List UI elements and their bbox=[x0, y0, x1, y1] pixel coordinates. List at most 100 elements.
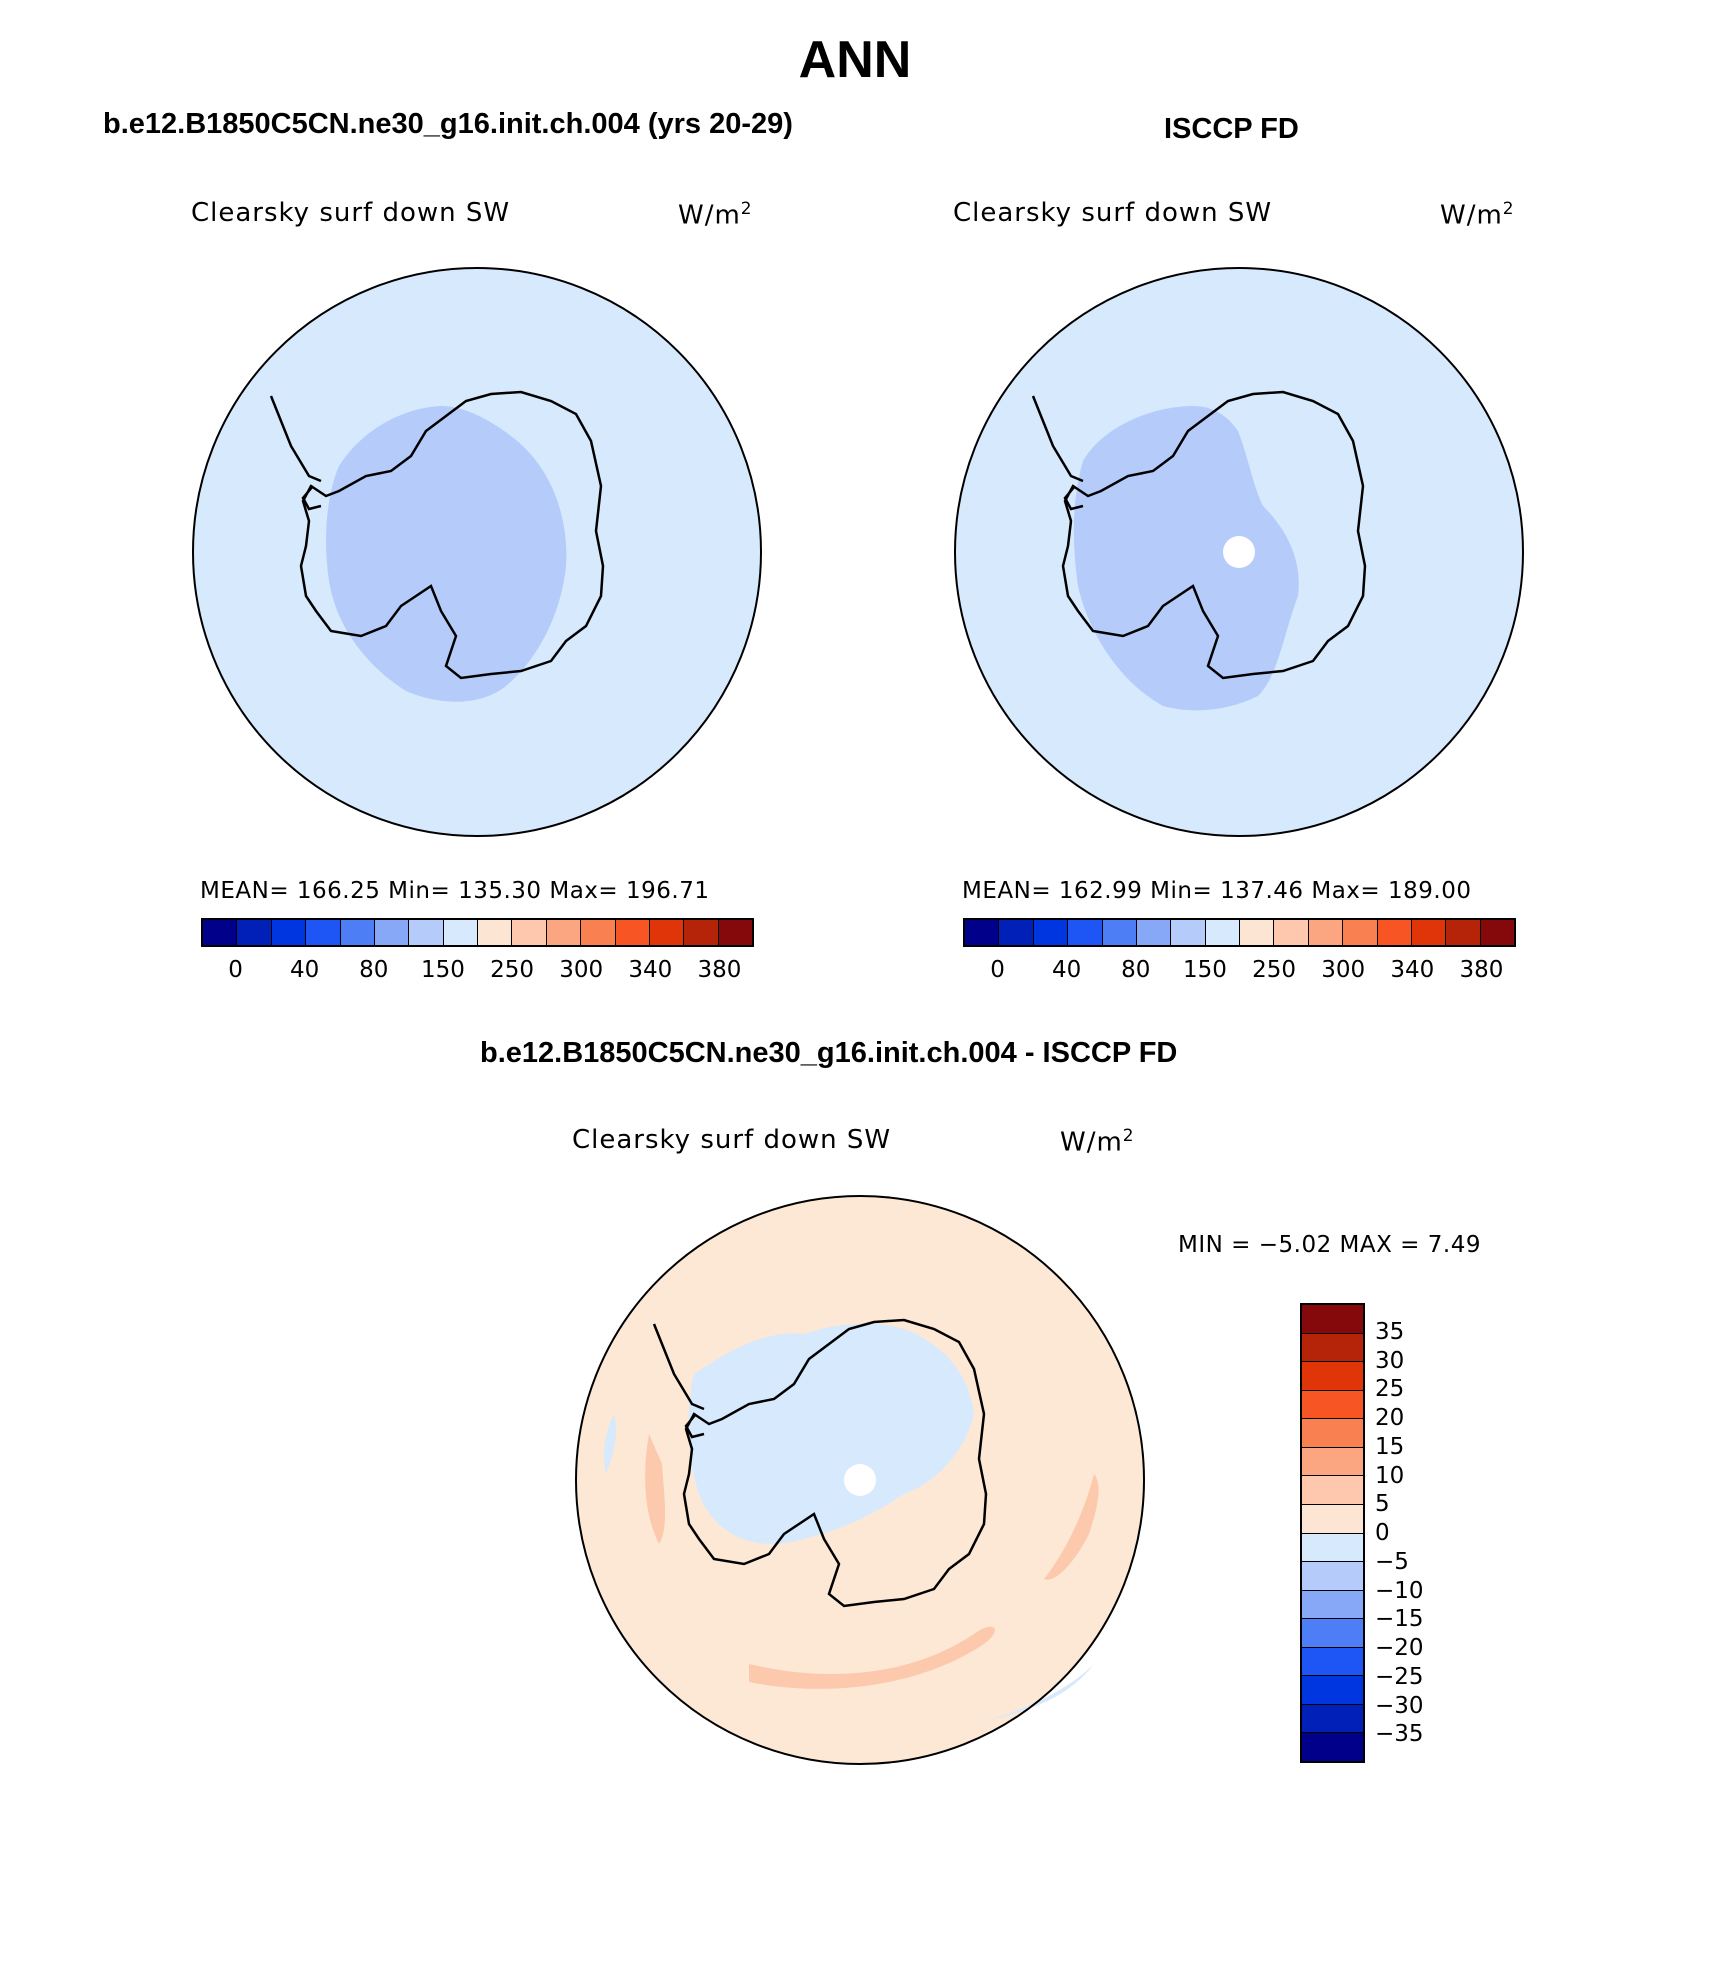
colorbar-tick-label: 250 bbox=[490, 957, 535, 983]
colorbar-box bbox=[1302, 1533, 1363, 1563]
colorbar-box bbox=[1302, 1704, 1363, 1734]
panel2-units: W/m2 bbox=[1440, 198, 1515, 231]
panel3-units: W/m2 bbox=[1060, 1125, 1135, 1158]
colorbar-box bbox=[965, 920, 1000, 945]
island-coastline bbox=[1063, 485, 1084, 511]
colorbar-box bbox=[478, 920, 513, 945]
colorbar-tick-label: 150 bbox=[420, 957, 465, 983]
colorbar-tick-label: 380 bbox=[1459, 957, 1504, 983]
colorbar-tick-label: −35 bbox=[1375, 1721, 1424, 1748]
colorbar-tick-label: −15 bbox=[1375, 1606, 1424, 1633]
colorbar-box bbox=[1302, 1504, 1363, 1534]
colorbar-box bbox=[649, 920, 685, 945]
panel2-heading: ISCCP FD bbox=[1164, 113, 1299, 145]
colorbar-box bbox=[1171, 920, 1206, 945]
map-boundary bbox=[192, 267, 762, 837]
colorbar-box bbox=[1136, 920, 1172, 945]
colorbar-box bbox=[1302, 1676, 1363, 1705]
panel1-colorbar bbox=[201, 918, 754, 947]
positive-diff-band bbox=[749, 1626, 995, 1689]
island-coastline bbox=[301, 485, 322, 511]
colorbar-tick-label: 20 bbox=[1375, 1405, 1405, 1431]
peninsula-coastline bbox=[652, 1323, 705, 1411]
panel2-colorbar-ticks: 0 40 80 150 250 300 340 380 bbox=[963, 957, 1516, 987]
colorbar-box bbox=[1302, 1305, 1363, 1334]
panel2-stats: MEAN= 162.99 Min= 137.46 Max= 189.00 bbox=[962, 878, 1472, 904]
colorbar-tick-label: 0 bbox=[990, 957, 1005, 983]
negative-diff-patch bbox=[604, 1414, 617, 1474]
colorbar-box bbox=[1411, 920, 1447, 945]
colorbar-tick-label: 35 bbox=[1375, 1318, 1405, 1345]
colorbar-tick-label: −10 bbox=[1375, 1577, 1424, 1604]
colorbar-tick-label: 340 bbox=[628, 957, 673, 983]
colorbar-box bbox=[1480, 920, 1514, 945]
antarctica-coastline bbox=[1061, 390, 1367, 680]
colorbar-tick-label: 250 bbox=[1252, 957, 1297, 983]
colorbar-box bbox=[340, 920, 375, 945]
island-coastline bbox=[684, 1413, 705, 1439]
colorbar-box bbox=[615, 920, 650, 945]
colorbar-tick-label: 80 bbox=[359, 957, 389, 983]
colorbar-tick-label: 25 bbox=[1375, 1376, 1405, 1403]
map-boundary bbox=[575, 1195, 1145, 1765]
colorbar-tick-label: 30 bbox=[1375, 1347, 1405, 1374]
panel1-heading: b.e12.B1850C5CN.ne30_g16.init.ch.004 (yr… bbox=[103, 108, 793, 140]
colorbar-tick-label: 80 bbox=[1121, 957, 1151, 983]
map-boundary bbox=[954, 267, 1524, 837]
colorbar-box bbox=[203, 920, 238, 945]
low-sw-region bbox=[326, 406, 567, 702]
colorbar-box bbox=[306, 920, 341, 945]
colorbar-box bbox=[1302, 1476, 1363, 1505]
colorbar-box bbox=[1302, 1390, 1363, 1420]
colorbar-tick-label: 150 bbox=[1182, 957, 1227, 983]
colorbar-box bbox=[1302, 1562, 1363, 1591]
positive-diff-band bbox=[645, 1434, 666, 1544]
panel3-variable: Clearsky surf down SW bbox=[572, 1125, 892, 1155]
colorbar-box bbox=[1302, 1733, 1363, 1761]
panel1-model-map bbox=[192, 267, 762, 837]
antarctica-coastline bbox=[682, 1318, 988, 1608]
colorbar-box bbox=[374, 920, 410, 945]
colorbar-box bbox=[443, 920, 478, 945]
peninsula-coastline bbox=[269, 395, 322, 483]
pole-missing-data bbox=[1223, 536, 1255, 568]
pole-missing-data bbox=[844, 1464, 876, 1496]
peninsula-coastline bbox=[1031, 395, 1084, 483]
colorbar-box bbox=[271, 920, 307, 945]
colorbar-tick-label: 0 bbox=[228, 957, 243, 983]
colorbar-tick-label: 10 bbox=[1375, 1462, 1405, 1489]
colorbar-tick-label: 300 bbox=[559, 957, 604, 983]
panel1-stats: MEAN= 166.25 Min= 135.30 Max= 196.71 bbox=[200, 878, 710, 904]
colorbar-box bbox=[1068, 920, 1103, 945]
panel3-difference-map bbox=[575, 1195, 1145, 1765]
colorbar-tick-label: 40 bbox=[290, 957, 320, 983]
colorbar-tick-label: 0 bbox=[1375, 1520, 1390, 1546]
colorbar-tick-label: 380 bbox=[697, 957, 742, 983]
colorbar-tick-label: 40 bbox=[1052, 957, 1082, 983]
colorbar-box bbox=[512, 920, 547, 945]
colorbar-tick-label: −20 bbox=[1375, 1635, 1424, 1661]
colorbar-box bbox=[1302, 1419, 1363, 1448]
colorbar-tick-label: 340 bbox=[1390, 957, 1435, 983]
panel2-colorbar bbox=[963, 918, 1516, 947]
colorbar-box bbox=[684, 920, 719, 945]
colorbar-box bbox=[1240, 920, 1275, 945]
colorbar-box bbox=[1205, 920, 1240, 945]
positive-diff-band bbox=[1044, 1474, 1099, 1580]
panel3-colorbar-ticks: 35 30 25 20 15 10 5 0 −5 −10 −15 −20 −25 −30 −35 bbox=[1375, 1303, 1455, 1763]
colorbar-box bbox=[546, 920, 582, 945]
colorbar-box bbox=[1302, 1362, 1363, 1391]
colorbar-box bbox=[1274, 920, 1309, 945]
antarctica-coastline bbox=[299, 390, 605, 680]
colorbar-box bbox=[1377, 920, 1412, 945]
colorbar-tick-label: −5 bbox=[1375, 1548, 1409, 1575]
colorbar-box bbox=[1302, 1647, 1363, 1677]
colorbar-box bbox=[1302, 1590, 1363, 1620]
panel2-variable: Clearsky surf down SW bbox=[953, 198, 1273, 228]
colorbar-tick-label: 300 bbox=[1321, 957, 1366, 983]
main-title: ANN bbox=[798, 31, 912, 89]
colorbar-box bbox=[999, 920, 1034, 945]
panel3-colorbar bbox=[1300, 1303, 1365, 1763]
colorbar-box bbox=[718, 920, 752, 945]
colorbar-tick-label: 5 bbox=[1375, 1491, 1390, 1518]
